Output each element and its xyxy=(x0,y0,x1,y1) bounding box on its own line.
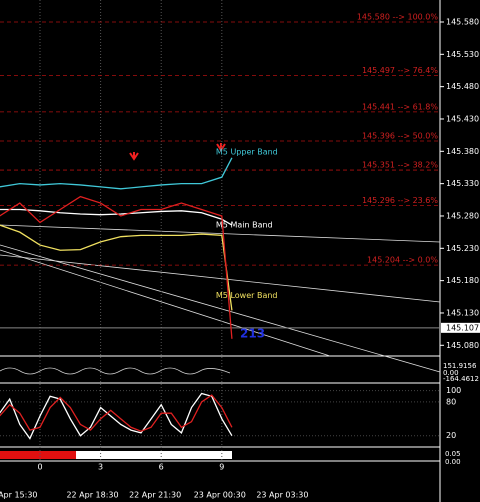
band-line xyxy=(0,224,233,311)
fib-label: 145.580 --> 100.0% xyxy=(357,12,439,21)
sell-arrow xyxy=(129,152,139,161)
x-tick-label: 6 xyxy=(159,463,164,472)
y-tick-label: 145.330 xyxy=(446,179,479,188)
trend-line xyxy=(0,224,441,243)
y-tick-label: 100 xyxy=(446,386,461,395)
fib-label: 145.204 --> 0.0% xyxy=(367,256,438,265)
y-tick-label: 145.080 xyxy=(446,341,479,350)
band-label: M5 Main Band xyxy=(216,221,273,230)
band-label: M5 Upper Band xyxy=(216,147,278,156)
y-tick-label: 145.230 xyxy=(446,244,479,253)
date-label: 22 Apr 18:30 xyxy=(66,491,118,500)
annotation: 213 xyxy=(240,327,265,341)
band-line xyxy=(0,157,233,190)
progress-filled xyxy=(0,451,76,459)
fib-label: 145.441 --> 61.8% xyxy=(362,102,438,111)
y-tick-label: 145.130 xyxy=(446,308,479,317)
current-price-box xyxy=(441,322,480,333)
cci-label: 0.00 xyxy=(443,369,459,377)
fib-label: 145.351 --> 38.2% xyxy=(362,161,438,170)
x-tick-label: 0 xyxy=(37,463,42,472)
trend-line xyxy=(0,244,441,373)
x-tick-label: 9 xyxy=(219,463,224,472)
date-label: 23 Apr 03:30 xyxy=(256,491,308,500)
y-tick-label: 145.480 xyxy=(446,82,479,91)
bottom-label: 0.05 xyxy=(445,450,461,458)
y-tick-label: 145.580 xyxy=(446,17,479,26)
stoch-main xyxy=(0,392,233,440)
date-label: Apr 15:30 xyxy=(0,491,37,500)
y-tick-label: 145.430 xyxy=(446,114,479,123)
fib-label: 145.396 --> 50.0% xyxy=(362,131,438,140)
y-tick-label: 80 xyxy=(446,397,456,406)
y-tick-label: 20 xyxy=(446,431,456,440)
cci-label: -164.4612 xyxy=(443,375,479,383)
sell-arrow xyxy=(216,143,226,152)
current-price-label: 145.107 xyxy=(446,323,479,332)
date-label: 22 Apr 21:30 xyxy=(129,491,181,500)
y-tick-label: 145.380 xyxy=(446,147,479,156)
cci-label: 151.9156 xyxy=(443,362,477,370)
trend-line xyxy=(0,254,441,303)
date-label: 23 Apr 00:30 xyxy=(194,491,246,500)
progress-empty xyxy=(76,451,232,459)
close-line xyxy=(0,195,233,339)
y-tick-label: 145.530 xyxy=(446,50,479,59)
trend-line xyxy=(0,249,331,357)
stoch-signal xyxy=(0,394,233,432)
x-tick-label: 3 xyxy=(98,463,103,472)
y-tick-label: 145.280 xyxy=(446,211,479,220)
bottom-label: 0.00 xyxy=(445,458,461,466)
y-tick-label: 145.180 xyxy=(446,276,479,285)
cci-line xyxy=(0,367,231,375)
fib-label: 145.296 --> 23.6% xyxy=(362,196,438,205)
band-line xyxy=(0,208,233,226)
fib-label: 145.497 --> 76.4% xyxy=(362,66,438,75)
band-label: M5 Lower Band xyxy=(216,291,278,300)
